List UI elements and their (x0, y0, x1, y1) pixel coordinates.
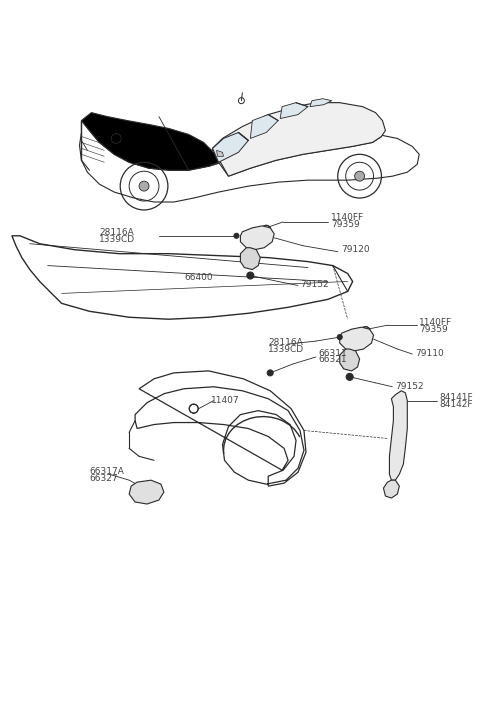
Circle shape (337, 335, 342, 340)
Circle shape (355, 171, 365, 182)
Text: 79359: 79359 (419, 325, 448, 334)
Text: 84142F: 84142F (439, 400, 473, 409)
Text: 1140FF: 1140FF (331, 213, 364, 223)
Text: 79110: 79110 (415, 349, 444, 357)
Text: 66311: 66311 (318, 349, 347, 357)
Circle shape (267, 370, 273, 376)
Text: 66317A: 66317A (89, 467, 124, 476)
Text: 1339CD: 1339CD (268, 345, 304, 354)
Text: 1140FF: 1140FF (419, 318, 452, 327)
Text: 66400: 66400 (185, 273, 214, 282)
Polygon shape (209, 103, 377, 166)
Polygon shape (82, 113, 218, 170)
Text: 28116A: 28116A (268, 337, 303, 347)
Polygon shape (384, 480, 399, 498)
Polygon shape (213, 103, 385, 176)
Circle shape (361, 327, 370, 335)
Polygon shape (240, 226, 274, 250)
Circle shape (234, 233, 239, 238)
Text: 79152: 79152 (300, 280, 329, 289)
Polygon shape (389, 391, 408, 480)
Polygon shape (340, 349, 360, 371)
Circle shape (139, 182, 149, 191)
Polygon shape (135, 371, 306, 486)
Polygon shape (340, 327, 373, 351)
Text: 66321: 66321 (318, 355, 347, 364)
Text: 66327: 66327 (89, 474, 118, 483)
Circle shape (262, 225, 271, 234)
Polygon shape (12, 236, 353, 319)
Text: 1339CD: 1339CD (99, 235, 135, 245)
Polygon shape (129, 480, 164, 504)
Polygon shape (213, 133, 248, 162)
Polygon shape (80, 121, 419, 202)
Polygon shape (280, 103, 308, 118)
Circle shape (346, 374, 353, 380)
Circle shape (189, 404, 198, 413)
Text: 79359: 79359 (331, 220, 360, 229)
Polygon shape (216, 150, 224, 156)
Text: 79152: 79152 (396, 382, 424, 391)
Polygon shape (310, 99, 332, 106)
Text: 79120: 79120 (341, 245, 370, 255)
Text: 28116A: 28116A (99, 228, 134, 238)
Text: 84141F: 84141F (439, 393, 473, 402)
Polygon shape (240, 247, 260, 269)
Text: 11407: 11407 (211, 396, 239, 405)
Circle shape (247, 272, 254, 279)
Polygon shape (251, 115, 278, 138)
Polygon shape (218, 115, 382, 176)
